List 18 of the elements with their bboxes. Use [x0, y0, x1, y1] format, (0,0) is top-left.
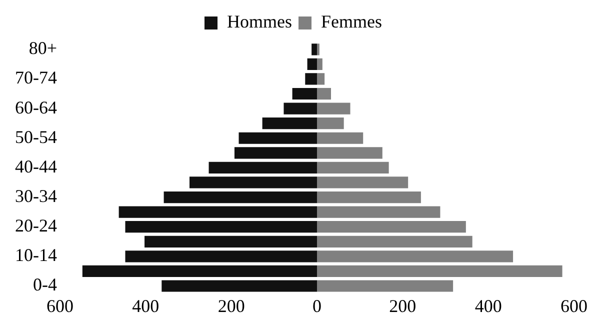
y-tick-label: 20-24: [14, 216, 57, 236]
x-tick-label: 400: [132, 296, 160, 316]
y-tick-label: 10-14: [14, 245, 57, 266]
x-tick-label: 200: [218, 296, 245, 316]
x-tick-label: 0: [312, 296, 322, 316]
y-tick-label: 30-34: [14, 186, 57, 206]
y-tick-label: 80+: [28, 38, 57, 58]
y-tick-label: 60-64: [14, 97, 57, 118]
legend-label: Femmes: [321, 12, 382, 32]
x-tick-label: 600: [560, 296, 588, 316]
x-tick-label: 600: [46, 296, 74, 316]
legend-label: Hommes: [227, 12, 292, 32]
y-tick-label: 0-4: [32, 274, 57, 295]
x-tick-label: 400: [474, 296, 502, 316]
y-tick-label: 50-54: [14, 126, 57, 147]
y-tick-label: 40-44: [14, 156, 57, 176]
y-tick-label: 70-74: [14, 68, 57, 88]
x-tick-label: 200: [389, 296, 416, 316]
